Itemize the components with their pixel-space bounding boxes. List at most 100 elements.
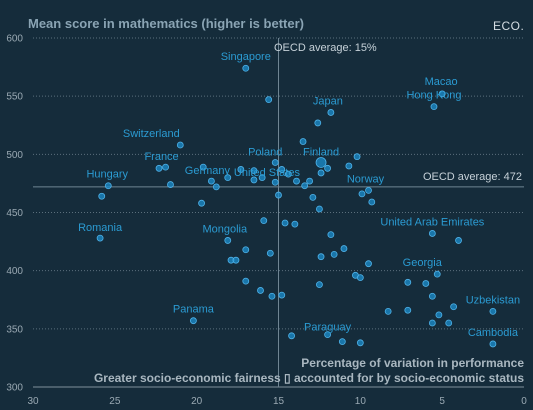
data-point	[435, 311, 443, 319]
data-point-norway	[365, 186, 372, 194]
data-point	[199, 163, 207, 171]
y-tick-label: 550	[6, 92, 23, 103]
point-label-japan: Japan	[313, 95, 343, 107]
data-point	[299, 138, 307, 145]
data-point	[257, 287, 264, 294]
data-point-macao	[438, 90, 446, 98]
data-point	[242, 246, 250, 254]
oecd-average-lines	[33, 38, 524, 387]
point-label-romania: Romania	[78, 222, 123, 234]
data-point	[271, 178, 279, 186]
chart-title: Mean score in mathematics (higher is bet…	[28, 16, 304, 31]
point-label-cambodia: Cambodia	[468, 327, 519, 339]
data-point	[455, 237, 462, 244]
data-point-united-arab-emirates	[428, 230, 436, 237]
data-point-panama	[189, 317, 197, 325]
data-point	[317, 253, 325, 261]
x-tick-label: 5	[439, 396, 445, 407]
point-label-uzbekistan: Uzbekistan	[466, 294, 520, 306]
point-label-poland: Poland	[248, 146, 282, 158]
y-tick-label: 300	[6, 383, 23, 394]
data-point	[232, 256, 240, 264]
data-point	[324, 164, 332, 172]
data-point-germany	[207, 177, 215, 185]
data-point	[301, 182, 309, 190]
data-point	[278, 291, 286, 299]
data-point-romania	[96, 234, 104, 242]
point-label-norway: Norway	[347, 173, 385, 185]
data-point	[314, 119, 322, 127]
data-point	[327, 231, 335, 239]
data-point	[356, 274, 364, 282]
data-point	[306, 177, 313, 185]
data-point	[317, 169, 325, 177]
data-point-switzerland	[176, 141, 184, 149]
data-point	[98, 192, 106, 200]
data-point	[278, 166, 286, 173]
y-tick-label: 350	[6, 324, 23, 335]
data-point-singapore	[242, 64, 250, 72]
point-label-paraguay: Paraguay	[304, 322, 352, 334]
data-point	[404, 306, 412, 314]
data-point-france	[162, 163, 169, 171]
point-label-macao: Macao	[425, 76, 458, 88]
x-axis-label-line2: Greater socio-economic fairness ▯ accoun…	[94, 371, 524, 385]
data-point	[293, 177, 300, 185]
point-label-singapore: Singapore	[221, 51, 271, 63]
x-tick-label: 25	[109, 396, 121, 407]
y-tick-label: 400	[6, 266, 23, 277]
data-point	[288, 332, 295, 340]
data-point	[265, 96, 273, 104]
x-tick-label: 15	[273, 396, 285, 407]
data-point	[212, 183, 220, 191]
y-tick-label: 600	[6, 34, 23, 45]
data-point-hungary	[104, 182, 112, 190]
point-label-finland: Finland	[303, 146, 339, 158]
data-point	[281, 219, 289, 227]
data-point	[368, 198, 376, 206]
data-point	[224, 174, 232, 182]
data-point	[258, 174, 266, 182]
data-point	[384, 307, 392, 315]
point-label-germany: Germany	[185, 165, 231, 177]
data-point	[353, 153, 361, 161]
data-point	[266, 249, 274, 257]
axis-ticks: 300 350 400 450 500 550 600 30 25 20 15 10 5 0	[6, 34, 527, 408]
point-label-united-arab-emirates: United Arab Emirates	[380, 216, 484, 228]
x-tick-label: 30	[27, 396, 39, 407]
data-point	[242, 277, 250, 285]
data-point-cambodia	[489, 340, 497, 348]
data-point	[167, 181, 174, 188]
data-point	[250, 167, 258, 175]
data-point	[445, 319, 453, 327]
point-label-panama: Panama	[173, 304, 215, 316]
x-tick-label: 0	[521, 396, 527, 407]
point-label-georgia: Georgia	[403, 257, 443, 269]
data-point-hong-kong	[430, 103, 438, 111]
data-point-united-states	[250, 176, 258, 184]
data-point-georgia	[433, 270, 441, 278]
data-points	[96, 64, 497, 348]
data-point-uzbekistan	[489, 307, 497, 315]
data-point-paraguay	[324, 331, 332, 339]
data-point	[340, 245, 348, 252]
data-point	[422, 280, 430, 287]
point-label-france: France	[144, 151, 178, 163]
data-point-finland	[315, 157, 327, 168]
point-labels: Singapore Hong Kong Macao Japan Switzerland P…	[78, 51, 520, 339]
data-point-mongolia	[224, 237, 232, 244]
data-point	[404, 278, 412, 286]
y-tick-label: 450	[6, 208, 23, 219]
data-point	[358, 190, 366, 198]
data-point	[338, 338, 346, 346]
data-point	[345, 162, 353, 170]
data-point-japan	[327, 109, 335, 116]
point-label-united-states: United States	[234, 167, 301, 179]
data-point	[428, 319, 436, 327]
data-point	[316, 205, 323, 213]
data-point	[316, 281, 323, 289]
publisher-logo: ECO.	[493, 19, 524, 33]
point-label-hungary: Hungary	[86, 169, 128, 181]
data-point	[237, 166, 245, 173]
